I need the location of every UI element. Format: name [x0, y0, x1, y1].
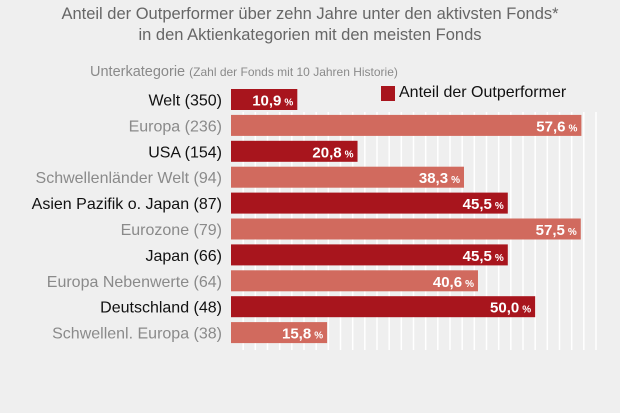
category-label: Schwellenländer Welt (94) — [36, 170, 222, 187]
value-unit: % — [568, 123, 577, 134]
bar — [231, 89, 298, 110]
bar — [231, 192, 508, 214]
value-unit: % — [568, 227, 577, 238]
chart-title: Anteil der Outperformer über zehn Jahre … — [61, 5, 559, 23]
legend-swatch — [381, 85, 395, 101]
legend: Anteil der Outperformer — [381, 84, 566, 102]
value-unit: % — [314, 331, 323, 342]
category-header-note: (Zahl der Fonds mit 10 Jahren Historie) — [189, 65, 398, 79]
category-header: Unterkategorie (Zahl der Fonds mit 10 Ja… — [90, 64, 398, 80]
value-unit: % — [451, 175, 460, 186]
value-unit: % — [284, 98, 293, 109]
category-label: Europa (236) — [129, 118, 222, 135]
category-label: Welt (350) — [148, 93, 222, 110]
bar — [231, 270, 478, 292]
bar — [231, 244, 508, 266]
value-unit: % — [495, 201, 504, 212]
category-label: Asien Pazifik o. Japan (87) — [32, 196, 222, 213]
category-label: Schwellenl. Europa (38) — [52, 326, 222, 343]
bar — [231, 140, 358, 162]
value-unit: % — [465, 279, 474, 290]
legend-label: Anteil der Outperformer — [399, 84, 567, 101]
category-label: Europa Nebenwerte (64) — [47, 274, 222, 291]
value-unit: % — [495, 253, 504, 264]
bar — [231, 114, 582, 136]
value-unit: % — [345, 149, 354, 160]
category-label: Eurozone (79) — [121, 222, 222, 239]
category-label: Deutschland (48) — [100, 300, 222, 317]
bar — [231, 166, 464, 188]
category-label: Japan (66) — [146, 248, 223, 265]
category-label: USA (154) — [148, 144, 222, 161]
chart-title-block: Anteil der Outperformer über zehn Jahre … — [0, 4, 620, 46]
value-unit: % — [522, 305, 531, 316]
category-header-label: Unterkategorie — [90, 64, 186, 80]
chart-subtitle: in den Aktienkategorien mit den meisten … — [138, 26, 482, 44]
bar — [231, 322, 328, 344]
bar — [231, 218, 581, 240]
bar — [231, 296, 536, 318]
